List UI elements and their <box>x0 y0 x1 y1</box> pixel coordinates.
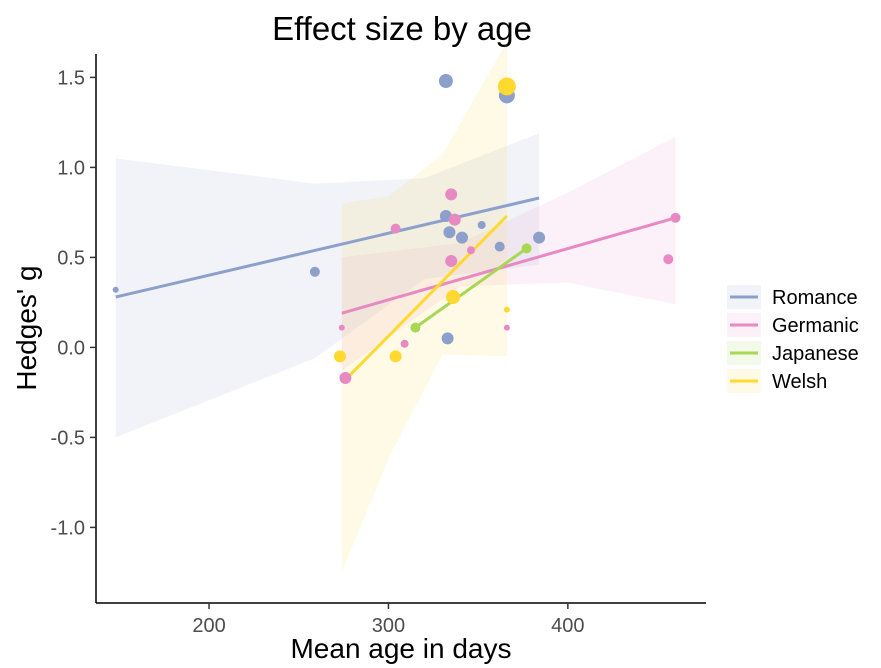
point-germanic-2 <box>390 223 401 234</box>
legend: Romance Germanic Japanese Welsh <box>727 285 859 393</box>
point-germanic-5 <box>448 213 461 226</box>
y-axis-ticks: -1.0 -0.5 0.0 0.5 1.0 1.5 <box>51 67 96 539</box>
fit-line-romance <box>115 196 540 299</box>
x-axis-title: Mean age in days <box>290 633 511 664</box>
confidence-bands <box>115 41 676 573</box>
point-romance-5 <box>456 231 468 244</box>
point-germanic-0 <box>338 324 345 331</box>
y-tick-label: 0.0 <box>57 337 85 359</box>
point-germanic-3 <box>400 339 409 348</box>
data-points <box>112 74 681 384</box>
y-tick-label: 0.5 <box>57 247 85 269</box>
point-germanic-1 <box>339 372 352 384</box>
fit-lines <box>115 196 676 381</box>
point-germanic-4 <box>445 188 458 201</box>
y-tick-label: 1.5 <box>57 67 85 89</box>
point-romance-10 <box>441 332 454 345</box>
point-germanic-6 <box>445 255 458 267</box>
chart-title: Effect size by age <box>272 10 532 47</box>
legend-label-romance: Romance <box>772 287 858 309</box>
x-tick-label: 200 <box>192 615 225 637</box>
point-germanic-8 <box>503 324 510 331</box>
point-japanese-0 <box>410 322 421 333</box>
y-tick-label: -1.0 <box>51 517 85 539</box>
confidence-band-romance <box>115 133 540 438</box>
y-tick-label: 1.0 <box>57 157 85 179</box>
point-germanic-7 <box>467 246 475 255</box>
point-romance-1 <box>309 266 320 277</box>
point-japanese-1 <box>521 243 532 254</box>
fit-line-germanic <box>341 216 676 315</box>
fit-line-japanese <box>414 247 528 329</box>
point-welsh-0 <box>334 350 346 363</box>
y-tick-label: -0.5 <box>51 427 85 449</box>
legend-label-japanese: Japanese <box>772 343 859 365</box>
confidence-band-germanic <box>341 136 676 371</box>
point-romance-9 <box>533 231 546 244</box>
legend-label-germanic: Germanic <box>772 315 859 337</box>
point-welsh-1 <box>389 350 402 363</box>
x-tick-label: 300 <box>372 615 405 637</box>
point-welsh-4 <box>503 306 510 313</box>
fit-line-welsh <box>344 214 508 381</box>
point-welsh-2 <box>446 290 460 304</box>
x-tick-label: 400 <box>551 615 584 637</box>
y-axis-title: Hedges' g <box>11 265 42 390</box>
point-welsh-3 <box>497 77 516 96</box>
point-romance-2 <box>438 74 453 88</box>
point-romance-7 <box>494 241 505 252</box>
legend-label-welsh: Welsh <box>772 371 827 393</box>
confidence-band-welsh <box>341 41 507 573</box>
point-romance-0 <box>112 286 119 293</box>
point-romance-6 <box>477 221 486 229</box>
point-germanic-9 <box>663 254 674 265</box>
x-axis-ticks: 200 300 400 <box>192 603 585 637</box>
point-romance-4 <box>443 226 456 239</box>
point-germanic-10 <box>670 212 681 223</box>
